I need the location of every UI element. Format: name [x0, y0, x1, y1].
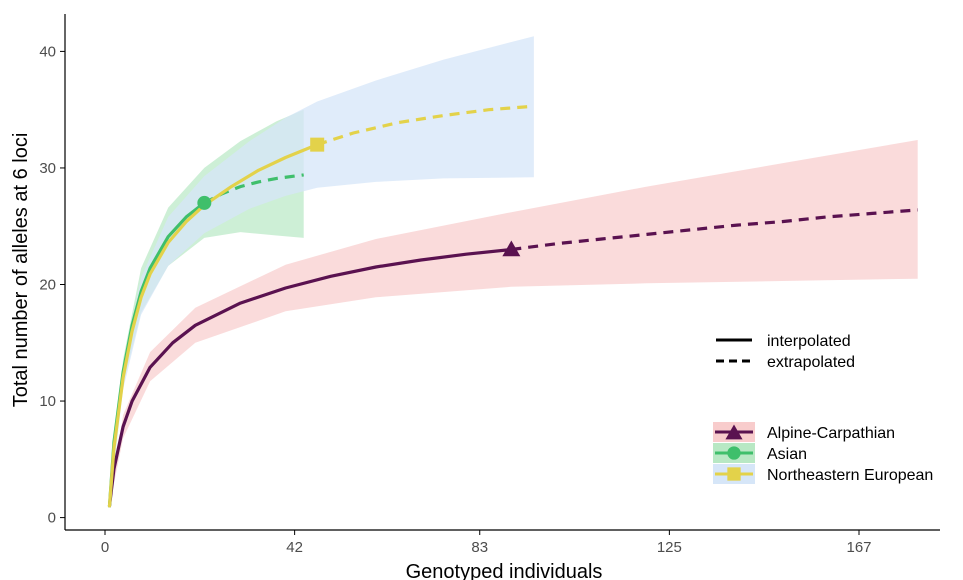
legend-label-solid: interpolated: [767, 333, 851, 350]
x-tick-label: 83: [471, 539, 488, 556]
x-axis-title: Genotyped individuals: [406, 561, 603, 580]
y-ticks: 0 10 20 30 40: [39, 43, 65, 527]
axes: 0 42 83 125 167 0 10 20 30 40: [39, 14, 940, 556]
series-legend: Alpine-Carpathian Asian Northeastern Europ…: [713, 422, 933, 484]
x-ticks: 0 42 83 125 167: [101, 530, 872, 556]
line-extrapolated-northeastern-european: [316, 104, 535, 147]
legend-label-asian: Asian: [767, 446, 807, 463]
legend-marker-northeastern-european: [727, 467, 741, 481]
legend-label-alpine-carpathian: Alpine-Carpathian: [767, 425, 895, 442]
linetype-legend: interpolated extrapolated: [716, 333, 855, 371]
legend-label-northeastern-european: Northeastern European: [767, 467, 933, 484]
ribbon-alpine-carpathian: [109, 140, 918, 506]
x-tick-label: 167: [846, 539, 871, 556]
y-tick-label: 30: [39, 160, 56, 177]
y-axis-title: Total number of alleles at 6 loci: [10, 133, 32, 408]
series-lines: [107, 104, 918, 508]
x-tick-label: 125: [657, 539, 682, 556]
y-tick-label: 20: [39, 277, 56, 294]
observed-markers: [197, 137, 521, 257]
y-tick-label: 40: [39, 43, 56, 60]
y-tick-label: 0: [48, 510, 56, 527]
ribbon-asian: [109, 109, 304, 506]
observed-point-northeastern-european: [310, 137, 325, 152]
x-tick-label: 42: [286, 539, 303, 556]
observed-point-asian: [197, 195, 212, 210]
line-interpolated-alpine-carpathian: [107, 247, 513, 508]
legend-marker-alpine-carpathian: [725, 424, 743, 440]
y-tick-label: 10: [39, 393, 56, 410]
confidence-ribbons: [109, 36, 918, 506]
legend-label-dashed: extrapolated: [767, 354, 855, 371]
legend-marker-asian: [727, 446, 741, 460]
ribbon-northeastern-european: [109, 36, 534, 506]
line-extrapolated-alpine-carpathian: [511, 208, 918, 252]
x-tick-label: 0: [101, 539, 109, 556]
line-interpolated-northeastern-european: [107, 143, 319, 508]
observed-point-alpine-carpathian: [502, 240, 521, 257]
